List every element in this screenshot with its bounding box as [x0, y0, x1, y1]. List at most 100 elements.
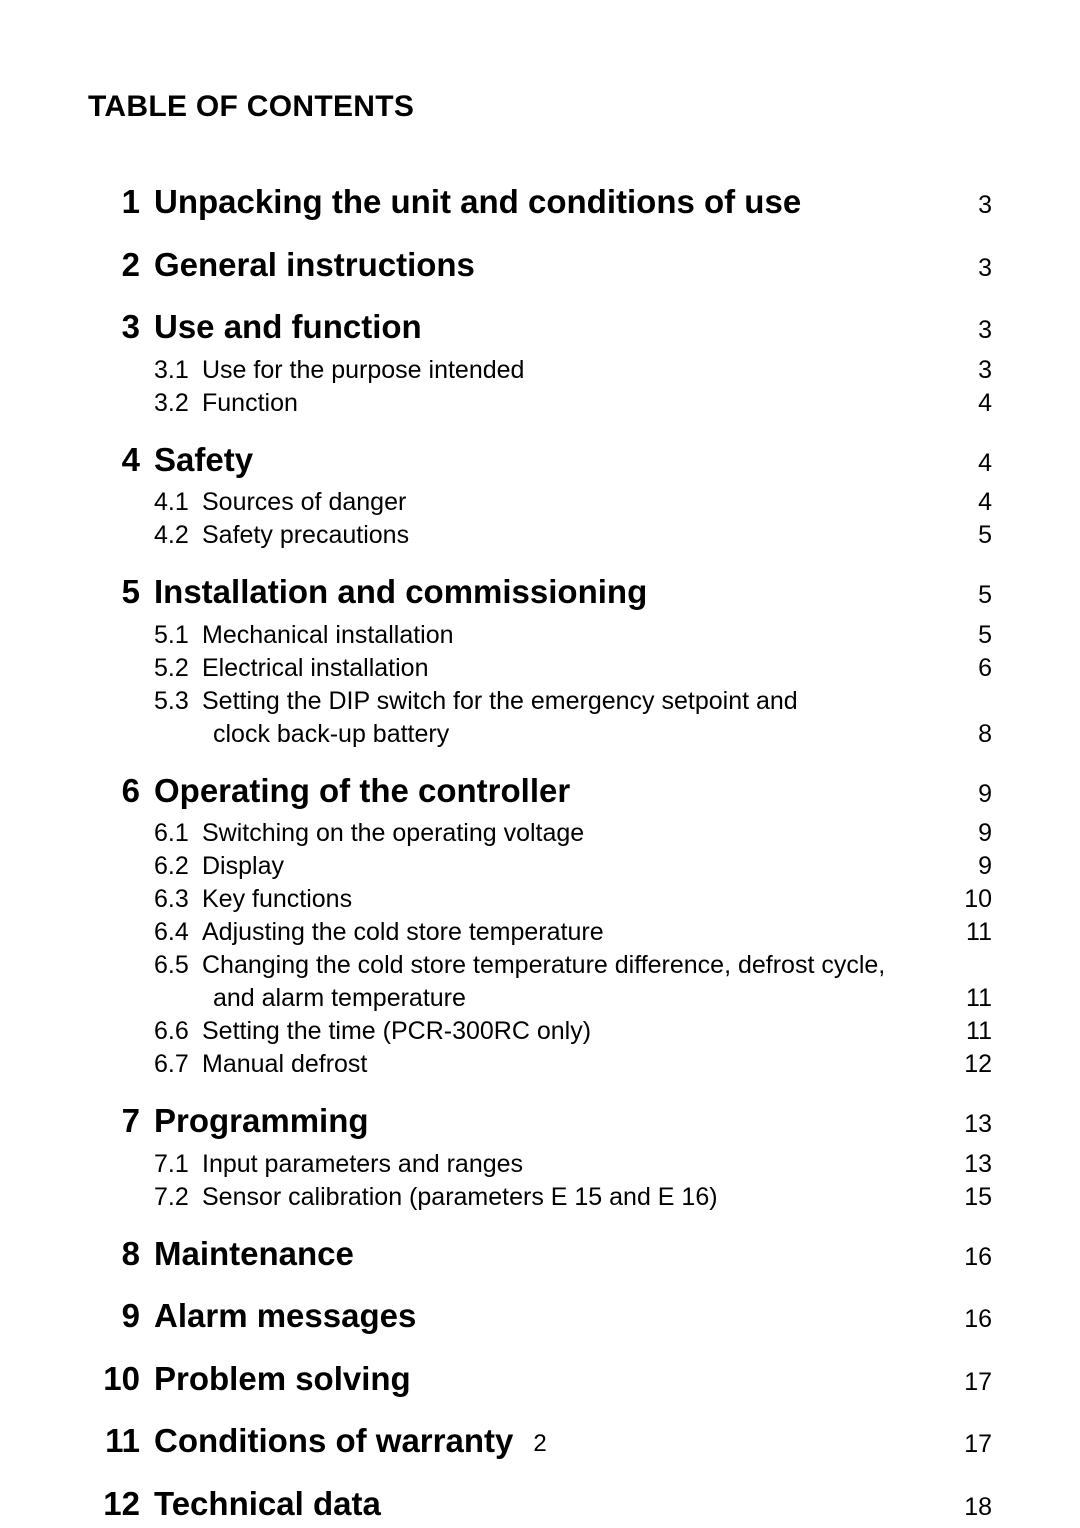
chapter-title: Safety: [154, 438, 936, 483]
chapter-title: Technical data: [154, 1482, 936, 1527]
toc-section: 3Use and function3 3.1Use for the purpose…: [88, 305, 992, 420]
toc-chapter-row: 8Maintenance16: [88, 1232, 992, 1277]
toc-sub-row: 6.7Manual defrost12: [88, 1048, 992, 1081]
sub-number: 5.1: [154, 619, 202, 652]
chapter-number: 12: [88, 1482, 140, 1527]
sub-title: Input parameters and ranges: [202, 1148, 916, 1181]
toc-section: 7Programming137.1Input parameters and ra…: [88, 1099, 992, 1214]
toc-chapter-row: 12 Technical data18: [88, 1482, 992, 1527]
toc-chapter-row: 1Unpacking the unit and conditions of us…: [88, 180, 992, 225]
sub-block: 6.1Switching on the operating voltage9 6.…: [88, 817, 992, 1081]
sub-block: 3.1Use for the purpose intended33.2Funct…: [88, 354, 992, 420]
sub-title: Changing the cold store temperature diff…: [202, 949, 916, 982]
sub-number: 5.2: [154, 652, 202, 685]
sub-number: 4.2: [154, 519, 202, 552]
sub-page: 6: [936, 652, 992, 685]
sub-title: Electrical installation: [202, 652, 916, 685]
sub-block: 7.1Input parameters and ranges 137.2Senso…: [88, 1148, 992, 1214]
chapter-page: 13: [936, 1108, 992, 1142]
chapter-page: 17: [936, 1366, 992, 1400]
chapter-number: 7: [88, 1099, 140, 1144]
sub-page: 11: [936, 1015, 992, 1048]
sub-page: 13: [936, 1148, 992, 1181]
sub-block: 4.1Sources of danger 44.2Safety precautio…: [88, 486, 992, 552]
chapter-number: 1: [88, 180, 140, 225]
sub-number: 6.6: [154, 1015, 202, 1048]
toc-section: 4Safety44.1Sources of danger44.2Safety p…: [88, 438, 992, 553]
chapter-page: 16: [936, 1241, 992, 1275]
chapter-title: Use and function: [154, 305, 936, 350]
chapter-page: 18: [936, 1491, 992, 1525]
sub-title: Setting the DIP switch for the emergency…: [202, 685, 916, 718]
sub-number: 5.3: [154, 685, 202, 718]
sub-page: 3: [936, 354, 992, 387]
sub-page: 4: [936, 486, 992, 519]
sub-title: Sensor calibration (parameters E 15 and …: [202, 1181, 916, 1214]
sub-title: Sources of danger: [202, 486, 916, 519]
toc-list: 1Unpacking the unit and conditions of us…: [88, 180, 992, 1527]
chapter-title: Alarm messages: [154, 1294, 936, 1339]
toc-sub-row: 6.3Key functions10: [88, 883, 992, 916]
sub-page: 9: [936, 817, 992, 850]
toc-section: 12 Technical data18: [88, 1482, 992, 1527]
toc-heading: TABLE OF CONTENTS: [88, 90, 992, 124]
toc-section: 5Installation and commissioning5 5.1Mecha…: [88, 570, 992, 751]
toc-chapter-row: 3Use and function3: [88, 305, 992, 350]
toc-section: 1Unpacking the unit and conditions of us…: [88, 180, 992, 225]
sub-page: 12: [936, 1048, 992, 1081]
sub-page: 15: [936, 1181, 992, 1214]
chapter-number: 4: [88, 438, 140, 483]
toc-chapter-row: 4Safety4: [88, 438, 992, 483]
chapter-page: 4: [936, 447, 992, 481]
sub-title: Key functions: [202, 883, 916, 916]
chapter-page: 3: [936, 252, 992, 286]
toc-sub-row: 4.2Safety precautions5: [88, 519, 992, 552]
sub-number: 7.1: [154, 1148, 202, 1181]
sub-number: 6.5: [154, 949, 202, 982]
sub-title: Adjusting the cold store temperature: [202, 916, 916, 949]
sub-title: Manual defrost: [202, 1048, 916, 1081]
chapter-page: 9: [936, 778, 992, 812]
toc-sub-row: 6.1Switching on the operating voltage9: [88, 817, 992, 850]
chapter-number: 10: [88, 1357, 140, 1402]
sub-number: 6.4: [154, 916, 202, 949]
sub-page: 5: [936, 619, 992, 652]
chapter-title: Operating of the controller: [154, 769, 936, 814]
sub-number: 3.2: [154, 387, 202, 420]
toc-sub-row: 5.3Setting the DIP switch for the emerge…: [88, 685, 992, 718]
chapter-number: 6: [88, 769, 140, 814]
sub-page: 9: [936, 850, 992, 883]
toc-chapter-row: 5Installation and commissioning5: [88, 570, 992, 615]
toc-chapter-row: 7 Programming13: [88, 1099, 992, 1144]
page: TABLE OF CONTENTS 1Unpacking the unit an…: [0, 0, 1080, 1528]
toc-sub-row: 7.2Sensor calibration (parameters E 15 a…: [88, 1181, 992, 1214]
toc-sub-row: 6.2Display9: [88, 850, 992, 883]
chapter-title: Maintenance: [154, 1232, 936, 1277]
toc-section: 10 Problem solving17: [88, 1357, 992, 1402]
chapter-title: Problem solving: [154, 1357, 936, 1402]
toc-sub-row-cont: and alarm temperature11: [88, 982, 992, 1015]
sub-title: Mechanical installation: [202, 619, 916, 652]
chapter-number: 2: [88, 243, 140, 288]
sub-page: 11: [936, 916, 992, 949]
toc-chapter-row: 2General instructions3: [88, 243, 992, 288]
toc-sub-row-cont: clock back-up battery8: [88, 718, 992, 751]
sub-title: Display: [202, 850, 916, 883]
sub-title-cont: clock back-up battery: [154, 718, 936, 751]
toc-sub-row: 3.1Use for the purpose intended 3: [88, 354, 992, 387]
chapter-title: Programming: [154, 1099, 936, 1144]
toc-section: 2General instructions3: [88, 243, 992, 288]
sub-title: Use for the purpose intended: [202, 354, 916, 387]
sub-page: 11: [936, 982, 992, 1015]
toc-chapter-row: 6 Operating of the controller9: [88, 769, 992, 814]
chapter-page: 5: [936, 579, 992, 613]
toc-section: 9Alarm messages16: [88, 1294, 992, 1339]
sub-number: 3.1: [154, 354, 202, 387]
toc-sub-row: 5.2Electrical installation 6: [88, 652, 992, 685]
toc-chapter-row: 10 Problem solving17: [88, 1357, 992, 1402]
sub-title: Setting the time (PCR-300RC only): [202, 1015, 916, 1048]
toc-sub-row: 6.4Adjusting the cold store temperature 1…: [88, 916, 992, 949]
chapter-page: 16: [936, 1303, 992, 1337]
toc-chapter-row: 9Alarm messages16: [88, 1294, 992, 1339]
sub-number: 4.1: [154, 486, 202, 519]
